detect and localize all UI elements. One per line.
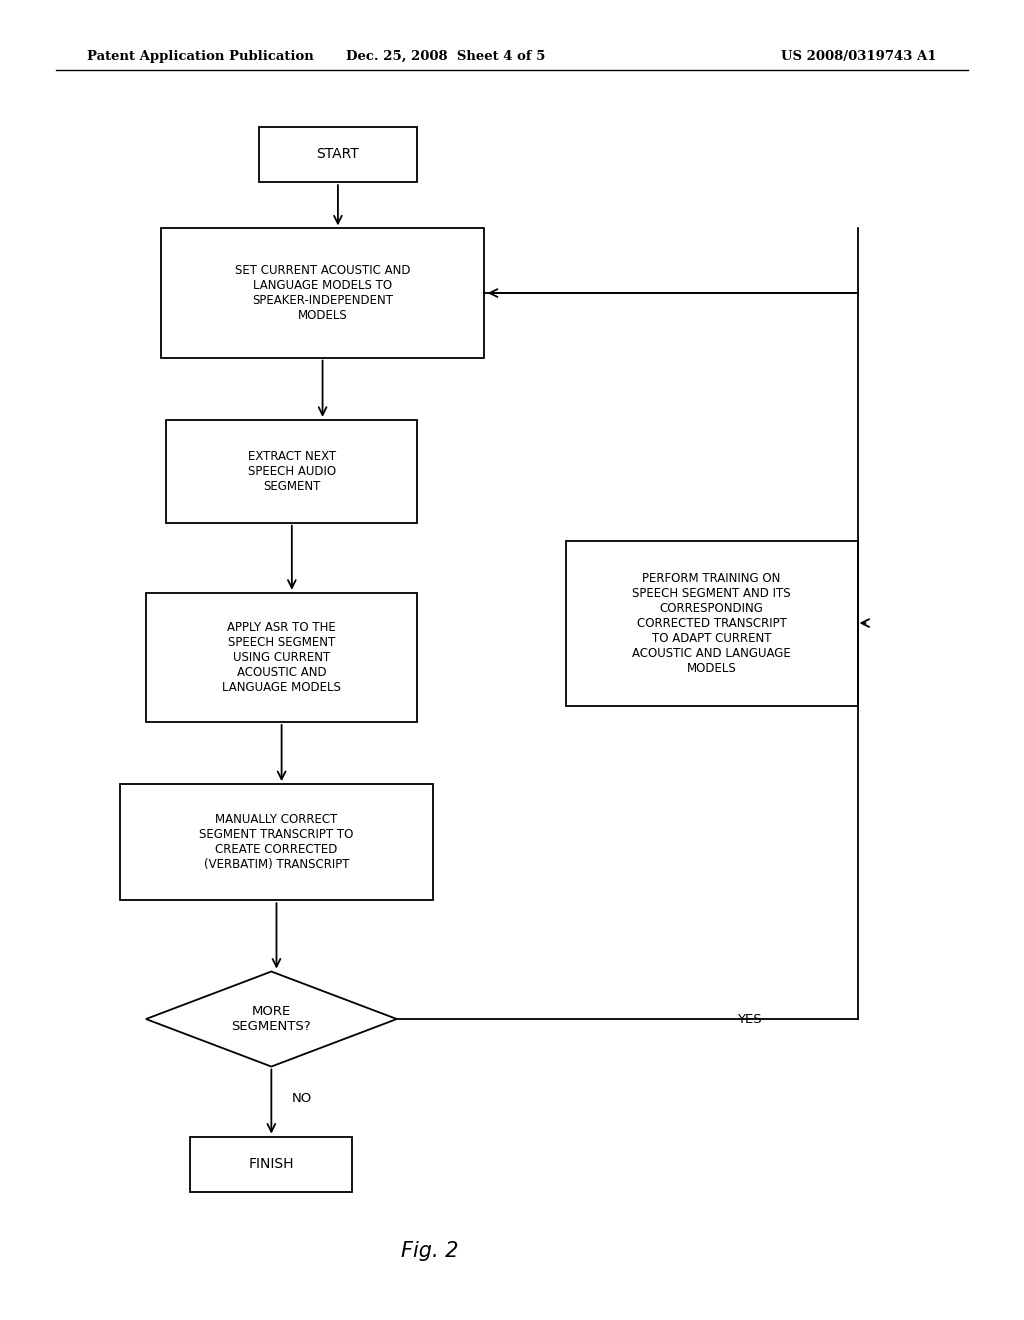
Bar [146, 593, 418, 722]
Bar [121, 784, 432, 900]
Text: MANUALLY CORRECT
SEGMENT TRANSCRIPT TO
CREATE CORRECTED
(VERBATIM) TRANSCRIPT: MANUALLY CORRECT SEGMENT TRANSCRIPT TO C… [200, 813, 353, 871]
Text: MORE
SEGMENTS?: MORE SEGMENTS? [231, 1005, 311, 1034]
Text: YES: YES [737, 1012, 762, 1026]
Bar [190, 1137, 352, 1192]
Polygon shape [146, 972, 397, 1067]
Bar [166, 420, 418, 523]
Text: EXTRACT NEXT
SPEECH AUDIO
SEGMENT: EXTRACT NEXT SPEECH AUDIO SEGMENT [248, 450, 336, 492]
Bar [162, 228, 484, 358]
Text: NO: NO [292, 1092, 312, 1105]
Text: US 2008/0319743 A1: US 2008/0319743 A1 [781, 50, 937, 63]
Text: PERFORM TRAINING ON
SPEECH SEGMENT AND ITS
CORRESPONDING
CORRECTED TRANSCRIPT
TO: PERFORM TRAINING ON SPEECH SEGMENT AND I… [632, 572, 792, 675]
Text: Patent Application Publication: Patent Application Publication [87, 50, 313, 63]
Text: FINISH: FINISH [249, 1158, 294, 1171]
Text: APPLY ASR TO THE
SPEECH SEGMENT
USING CURRENT
ACOUSTIC AND
LANGUAGE MODELS: APPLY ASR TO THE SPEECH SEGMENT USING CU… [222, 620, 341, 694]
Text: SET CURRENT ACOUSTIC AND
LANGUAGE MODELS TO
SPEAKER-INDEPENDENT
MODELS: SET CURRENT ACOUSTIC AND LANGUAGE MODELS… [234, 264, 411, 322]
Text: Fig. 2: Fig. 2 [401, 1241, 459, 1262]
Text: START: START [316, 148, 359, 161]
Bar [258, 127, 418, 182]
Bar [565, 541, 857, 705]
Text: Dec. 25, 2008  Sheet 4 of 5: Dec. 25, 2008 Sheet 4 of 5 [346, 50, 545, 63]
